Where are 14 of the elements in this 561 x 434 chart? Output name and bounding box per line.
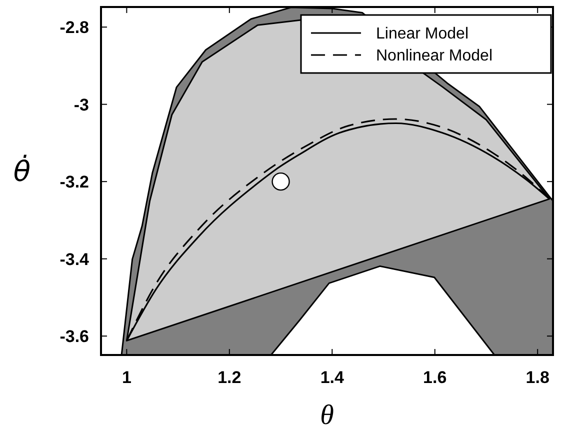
x-tick-label: 1.6 — [423, 368, 447, 387]
y-axis-title: θ̇ — [13, 154, 31, 188]
y-tick-label: -2.8 — [60, 18, 89, 38]
legend-label: Nonlinear Model — [376, 48, 493, 65]
y-tick-label: -3.6 — [60, 327, 89, 346]
x-axis-title: θ — [320, 400, 334, 431]
y-tick-label: -3 — [74, 95, 89, 114]
x-tick-label: 1.8 — [526, 368, 550, 387]
x-tick-label: 1.4 — [320, 368, 344, 387]
y-tick-label: -3.2 — [60, 172, 89, 192]
x-tick-label: 1.2 — [218, 368, 242, 387]
legend-label: Linear Model — [376, 26, 468, 43]
y-tick-label: -3.4 — [60, 250, 90, 269]
x-tick-label: 1 — [122, 368, 132, 387]
